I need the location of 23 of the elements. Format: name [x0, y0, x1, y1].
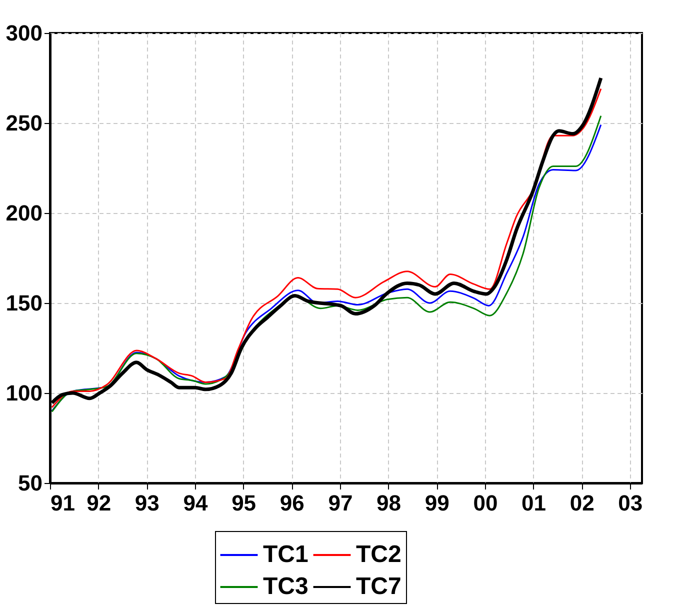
legend-label: TC1: [263, 541, 308, 568]
legend-label: TC7: [356, 573, 402, 600]
y-tick-label: 300: [6, 20, 42, 46]
x-tick-label: 97: [328, 490, 353, 516]
x-tick-label: 00: [473, 490, 498, 516]
x-tick-label: 95: [232, 490, 256, 516]
x-tick-label: 94: [183, 490, 208, 516]
legend-label: TC2: [356, 541, 402, 568]
x-tick-label: 96: [280, 490, 304, 516]
x-tick-label: 01: [522, 490, 546, 516]
x-tick-label: 98: [376, 490, 402, 516]
legend-label: TC3: [263, 573, 308, 600]
y-tick-label: 200: [6, 200, 42, 226]
y-tick-label: 150: [6, 290, 42, 316]
x-tick-label: 02: [570, 490, 594, 516]
x-tick-label: 03: [618, 490, 643, 516]
x-tick-label: 93: [134, 490, 160, 516]
x-tick-label: 91: [50, 490, 75, 516]
y-tick-label: 100: [6, 380, 42, 406]
x-tick-label: 92: [86, 490, 112, 516]
y-tick-label: 250: [6, 110, 42, 136]
x-tick-label: 99: [424, 490, 450, 516]
y-tick-label: 50: [18, 470, 42, 496]
